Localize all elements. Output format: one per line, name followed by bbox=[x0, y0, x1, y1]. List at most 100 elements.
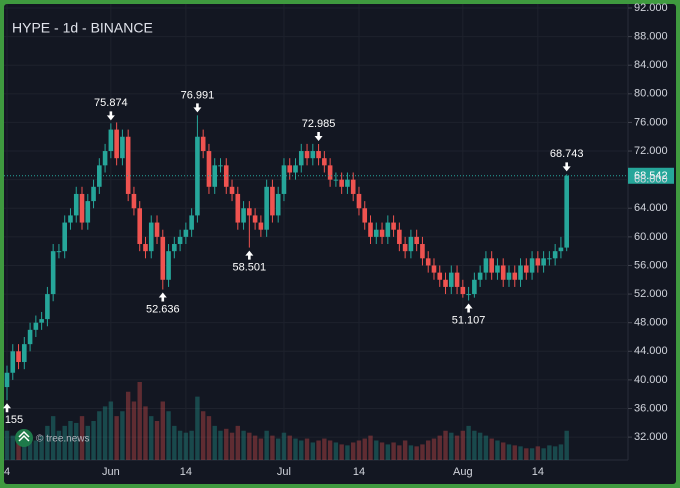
candle-body bbox=[264, 186, 269, 230]
chart-background bbox=[4, 4, 676, 484]
volume-bar bbox=[114, 416, 119, 460]
volume-bar bbox=[391, 442, 396, 460]
candle-body bbox=[148, 222, 154, 252]
candle-body bbox=[518, 265, 523, 280]
volume-bar bbox=[339, 444, 344, 460]
candle-body bbox=[350, 179, 356, 194]
candle-body bbox=[10, 351, 16, 373]
volume-bar bbox=[270, 435, 275, 460]
volume-bar bbox=[518, 446, 523, 460]
volume-bar bbox=[195, 396, 200, 460]
candle-body bbox=[345, 179, 350, 187]
candle-body bbox=[108, 129, 114, 152]
volume-bar bbox=[506, 444, 512, 460]
candle-body bbox=[50, 251, 56, 295]
volume-bar bbox=[322, 438, 327, 460]
candle-body bbox=[252, 215, 258, 223]
candle-body bbox=[425, 258, 431, 266]
volume-bar bbox=[535, 446, 541, 460]
volume-bar bbox=[108, 401, 114, 460]
volume-bar bbox=[189, 430, 194, 460]
candle-body bbox=[472, 279, 477, 295]
volume-bar bbox=[62, 425, 67, 460]
volume-bar bbox=[22, 438, 27, 460]
volume-bar bbox=[177, 430, 183, 460]
y-tick-label: 40.000 bbox=[634, 374, 668, 386]
candle-body bbox=[68, 215, 73, 223]
volume-bar bbox=[524, 448, 529, 460]
candle-body bbox=[218, 165, 223, 167]
volume-bar bbox=[131, 401, 137, 460]
candle-body bbox=[547, 258, 552, 260]
candle-body bbox=[483, 258, 489, 273]
candle-body bbox=[558, 247, 564, 252]
volume-bar bbox=[454, 435, 460, 460]
chart-title: HYPE - 1d - BINANCE bbox=[12, 20, 153, 36]
candle-body bbox=[137, 208, 143, 245]
volume-layer bbox=[4, 382, 569, 460]
volume-bar bbox=[218, 430, 223, 460]
low-arrow bbox=[3, 403, 11, 413]
candle-body bbox=[495, 265, 500, 273]
volume-bar bbox=[241, 430, 246, 460]
candle-body bbox=[131, 193, 137, 209]
volume-bar bbox=[489, 438, 494, 460]
volume-bar bbox=[212, 425, 217, 460]
volume-bar bbox=[304, 438, 310, 460]
candle-body bbox=[125, 136, 131, 194]
volume-bar bbox=[50, 416, 56, 460]
candle-body bbox=[39, 319, 44, 323]
volume-bar bbox=[564, 430, 569, 460]
volume-bar bbox=[477, 432, 483, 460]
candle-body bbox=[73, 193, 79, 216]
candle-body bbox=[304, 151, 310, 159]
volume-bar bbox=[552, 446, 558, 460]
volume-bar bbox=[333, 442, 339, 460]
candle-body bbox=[235, 193, 241, 223]
volume-bar bbox=[68, 421, 73, 460]
volume-bar bbox=[149, 416, 154, 460]
candle-body bbox=[183, 229, 189, 237]
volume-bar bbox=[79, 416, 85, 460]
volume-bar bbox=[547, 445, 552, 460]
volume-bar bbox=[460, 430, 466, 460]
candle-body bbox=[524, 265, 529, 273]
logo-icon bbox=[18, 430, 30, 442]
volume-bar bbox=[166, 411, 171, 460]
volume-bar bbox=[33, 440, 39, 460]
candle-body bbox=[356, 193, 362, 209]
candle-body bbox=[189, 215, 194, 230]
watermark: © tree.news bbox=[36, 434, 90, 445]
volume-bar bbox=[224, 428, 229, 460]
volume-bar bbox=[97, 411, 102, 460]
volume-bar bbox=[529, 448, 535, 460]
grid bbox=[4, 4, 632, 460]
candle-body bbox=[45, 294, 50, 320]
volume-bar bbox=[379, 442, 385, 460]
candle-body bbox=[114, 129, 119, 159]
y-tick-label: 56.000 bbox=[634, 259, 668, 271]
candle-body bbox=[166, 251, 171, 280]
volume-bar bbox=[310, 442, 316, 460]
high-arrow bbox=[562, 162, 571, 172]
candle-body bbox=[529, 258, 535, 273]
candle-body bbox=[79, 193, 85, 223]
candle-body bbox=[368, 222, 373, 237]
volume-bar bbox=[200, 411, 206, 460]
candle-body bbox=[333, 179, 339, 181]
volume-bar bbox=[281, 432, 287, 460]
candle-body bbox=[22, 344, 27, 363]
volume-bar bbox=[345, 445, 350, 460]
candle-body bbox=[258, 222, 264, 230]
candle-body bbox=[154, 222, 160, 237]
candle-body bbox=[448, 272, 454, 287]
volume-bar bbox=[287, 435, 292, 460]
candle-body bbox=[160, 236, 166, 280]
volume-bar bbox=[229, 432, 235, 460]
volume-bar bbox=[402, 440, 408, 460]
volume-bar bbox=[495, 440, 500, 460]
candle-body bbox=[420, 244, 425, 259]
low-label: 52.636 bbox=[146, 303, 180, 315]
candle-body bbox=[298, 151, 304, 166]
